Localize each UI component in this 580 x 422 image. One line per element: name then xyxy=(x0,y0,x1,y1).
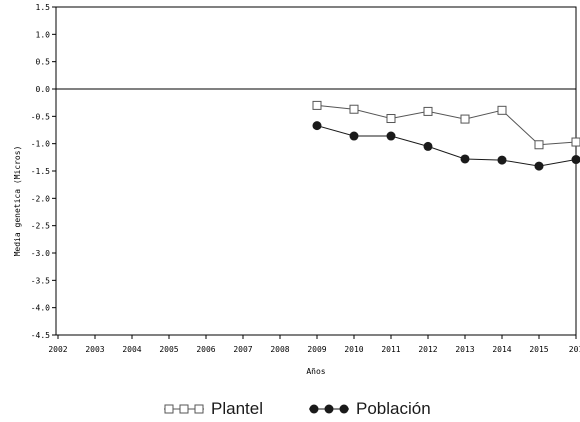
poblacion-point xyxy=(534,161,544,171)
poblacion-point xyxy=(497,155,507,165)
x-tick-label: 2011 xyxy=(381,345,400,354)
poblacion-point xyxy=(386,131,396,141)
poblacion-point xyxy=(571,155,580,165)
series-group xyxy=(312,100,580,171)
plantel-point xyxy=(534,140,544,150)
y-tick-label: -0.5 xyxy=(31,112,50,121)
x-tick-label: 2014 xyxy=(492,345,511,354)
legend-item-plantel: Plantel xyxy=(163,399,263,418)
y-tick-label: -1.0 xyxy=(31,140,50,149)
legend-label-poblacion: Población xyxy=(356,399,431,418)
poblacion-point xyxy=(423,141,433,151)
y-tick-label: 1.5 xyxy=(36,3,51,12)
poblacion-point xyxy=(460,154,470,164)
y-axis-title: Media genetica (Micros) xyxy=(13,146,22,257)
x-tick-label: 2006 xyxy=(196,345,215,354)
poblacion-point xyxy=(349,131,359,141)
plantel-point xyxy=(349,104,359,114)
series-line-1 xyxy=(316,125,577,167)
y-tick-label: 1.0 xyxy=(36,30,51,39)
plantel-point xyxy=(312,100,322,110)
x-axis: 2002 2003 2004 2005 2006 2007 2008 2009 2010 2011… xyxy=(48,335,580,354)
line-chart: 1.5 1.0 0.5 0.0 -0.5 -1.0 -1.5 -2.0 -2.5 -3.0 -3.5… xyxy=(13,3,580,376)
y-tick-label: -3.5 xyxy=(31,276,50,285)
plot-area xyxy=(55,6,577,336)
filled-circle-marker-icon xyxy=(309,404,349,414)
plot-frame xyxy=(55,6,577,336)
plantel-point xyxy=(386,114,396,124)
x-tick-label: 2013 xyxy=(455,345,474,354)
y-tick-label: -2.5 xyxy=(31,222,50,231)
poblacion-point xyxy=(312,121,322,131)
legend-item-poblacion: Población xyxy=(308,399,431,418)
x-tick-label: 2007 xyxy=(233,345,252,354)
y-tick-label: -4.0 xyxy=(31,304,50,313)
y-tick-label: 0.0 xyxy=(36,85,51,94)
x-tick-label: 2010 xyxy=(344,345,363,354)
x-tick-label: 2012 xyxy=(418,345,437,354)
x-tick-label: 2002 xyxy=(48,345,67,354)
plantel-point xyxy=(497,105,507,115)
y-axis: 1.5 1.0 0.5 0.0 -0.5 -1.0 -1.5 -2.0 -2.5 -3.0 -3.5… xyxy=(31,3,56,340)
x-tick-label: 2005 xyxy=(159,345,178,354)
y-tick-label: -1.5 xyxy=(31,167,50,176)
x-tick-label: 201 xyxy=(569,345,580,354)
y-tick-label: 0.5 xyxy=(36,58,51,67)
y-tick-label: -4.5 xyxy=(31,331,50,340)
x-tick-label: 2008 xyxy=(270,345,289,354)
y-tick-label: -3.0 xyxy=(31,249,50,258)
legend-label-plantel: Plantel xyxy=(211,399,263,418)
x-axis-title: Años xyxy=(306,367,325,376)
x-tick-label: 2004 xyxy=(122,345,141,354)
x-tick-label: 2003 xyxy=(85,345,104,354)
plantel-point xyxy=(460,114,470,124)
y-tick-label: -2.0 xyxy=(31,194,50,203)
x-tick-label: 2015 xyxy=(529,345,548,354)
legend: Plantel Población xyxy=(0,396,580,422)
plantel-point xyxy=(423,106,433,116)
open-square-marker-icon xyxy=(164,404,204,414)
x-tick-label: 2009 xyxy=(307,345,326,354)
series-line-0 xyxy=(316,104,577,146)
plantel-point xyxy=(571,137,580,147)
